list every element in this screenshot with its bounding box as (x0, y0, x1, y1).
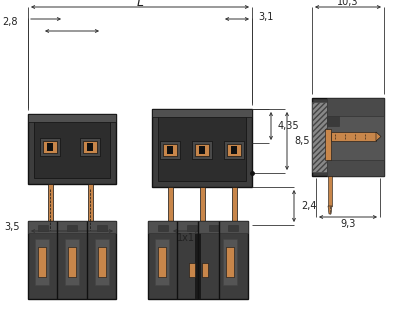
Bar (28, 221, 116, 299)
Bar (152, 109, 252, 117)
Text: 10,3: 10,3 (337, 0, 359, 8)
Bar (47, 143, 53, 151)
Bar (148, 221, 248, 233)
Text: 2,4: 2,4 (301, 201, 316, 211)
Bar (95, 239, 109, 285)
Bar (328, 176, 332, 206)
Bar (202, 263, 208, 277)
Bar (65, 239, 79, 285)
Text: 8,5: 8,5 (294, 136, 310, 146)
Bar (226, 247, 234, 277)
Bar (200, 187, 204, 225)
Text: 3,1: 3,1 (258, 12, 273, 22)
Bar (168, 187, 172, 225)
Bar (98, 247, 106, 277)
Polygon shape (200, 225, 204, 235)
Text: 4,35: 4,35 (278, 121, 300, 131)
Bar (83, 141, 97, 153)
Polygon shape (328, 206, 332, 214)
Bar (28, 114, 116, 184)
Bar (43, 141, 57, 153)
Text: 1x1: 1x1 (177, 233, 195, 243)
Text: 3,5: 3,5 (4, 222, 20, 232)
Bar (327, 98, 384, 116)
Bar (97, 225, 107, 231)
Text: 9,3: 9,3 (340, 219, 356, 229)
Bar (331, 132, 376, 141)
Bar (325, 129, 331, 160)
Bar (187, 225, 197, 231)
Bar (28, 114, 116, 122)
Bar (80, 138, 100, 156)
Bar (158, 225, 168, 231)
Bar (192, 141, 212, 159)
Bar (38, 247, 46, 277)
Bar (40, 138, 60, 156)
Bar (38, 225, 48, 231)
Bar (209, 225, 219, 231)
Bar (189, 263, 195, 277)
Polygon shape (232, 225, 236, 235)
Bar (67, 225, 77, 231)
Bar (152, 109, 252, 187)
Bar (88, 184, 92, 222)
Bar (155, 239, 169, 285)
Bar (87, 143, 93, 151)
Polygon shape (168, 225, 172, 235)
Bar (34, 116, 110, 178)
Bar (228, 225, 238, 231)
Bar (312, 102, 327, 172)
Bar (327, 116, 339, 126)
Bar (148, 221, 248, 299)
Bar (232, 187, 236, 225)
Bar (327, 116, 384, 160)
Bar (327, 160, 384, 176)
Bar (224, 141, 244, 159)
Bar (35, 239, 49, 285)
Bar (160, 141, 180, 159)
Bar (227, 144, 241, 156)
Polygon shape (376, 132, 381, 141)
Polygon shape (48, 222, 52, 232)
Bar (163, 144, 177, 156)
Bar (158, 111, 246, 181)
Polygon shape (88, 222, 92, 232)
Text: L: L (136, 0, 144, 9)
Bar (167, 146, 173, 154)
Bar (48, 184, 52, 222)
Bar (199, 146, 205, 154)
Bar (28, 221, 116, 233)
Bar (231, 146, 237, 154)
Text: 2,8: 2,8 (2, 17, 18, 27)
Bar (68, 247, 76, 277)
Bar (312, 98, 384, 176)
Bar (158, 247, 166, 277)
Bar (223, 239, 237, 285)
Bar (195, 144, 209, 156)
Bar (195, 221, 201, 299)
